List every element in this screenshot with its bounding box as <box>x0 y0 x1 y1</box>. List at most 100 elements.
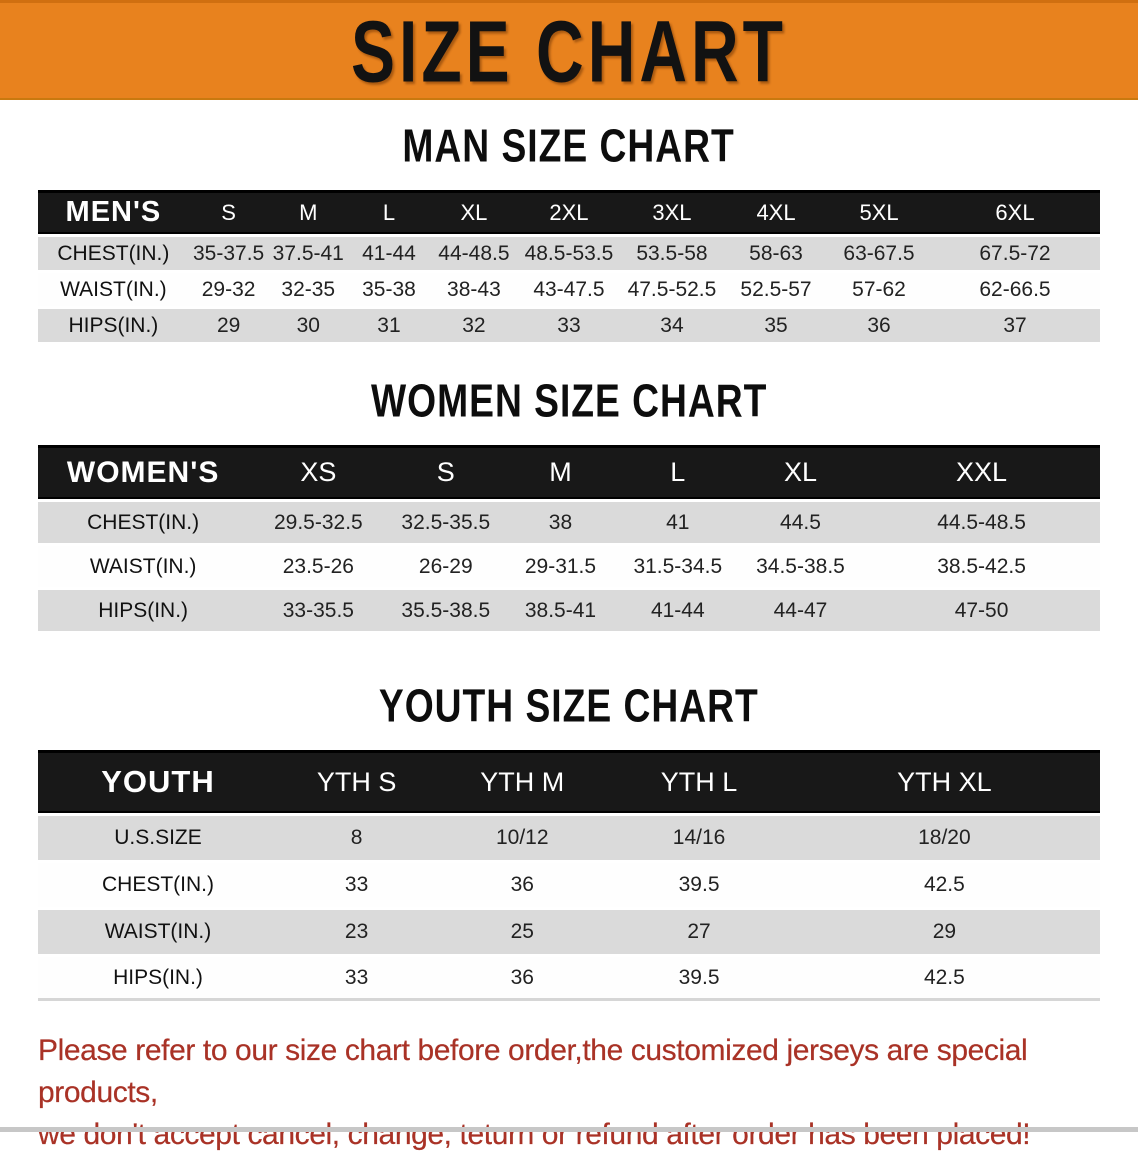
men-col-6xl: 6XL <box>929 190 1100 234</box>
women-chest-in-m: 38 <box>503 502 618 543</box>
youth-row-hips-in: HIPS(IN.) 33 36 39.5 42.5 <box>38 957 1100 1001</box>
women-row-waist-in: WAIST(IN.) 23.5-26 26-29 29-31.5 31.5-34.5 34… <box>38 546 1100 587</box>
men-waist-in-2xl: 43-47.5 <box>517 273 620 306</box>
women-hips-in-s: 35.5-38.5 <box>388 590 504 631</box>
women-col-xs: XS <box>248 445 389 499</box>
men-chest-in-6xl: 67.5-72 <box>929 237 1100 270</box>
men-col-l: L <box>348 190 430 234</box>
youth-header-row: YOUTH YTH S YTH M YTH L YTH XL <box>38 750 1100 813</box>
size-chart-banner: SIZE CHART <box>0 0 1138 100</box>
youth-chest-in-yth-m: 36 <box>435 863 610 907</box>
youth-col-yth-s: YTH S <box>278 750 436 813</box>
youth-row-waist-in: WAIST(IN.) 23 25 27 29 <box>38 910 1100 954</box>
men-chest-in-l: 41-44 <box>348 237 430 270</box>
men-waist-in-l: 35-38 <box>348 273 430 306</box>
men-col-m: M <box>268 190 349 234</box>
men-size-table: MEN'S S M L XL 2XL 3XL 4XL 5XL 6XL CHEST(IN.) 35-37… <box>38 187 1100 345</box>
youth-col-yth-xl: YTH XL <box>788 750 1100 813</box>
women-row-label-waist-in: WAIST(IN.) <box>38 546 249 587</box>
man-section-title-text: MAN SIZE CHART <box>402 121 736 173</box>
men-chest-in-2xl: 48.5-53.5 <box>517 237 620 270</box>
women-waist-in-xs: 23.5-26 <box>248 546 389 587</box>
disclaimer-line-1: Please refer to our size chart before or… <box>38 1034 1028 1109</box>
women-hips-in-m: 38.5-41 <box>503 590 618 631</box>
youth-hips-in-yth-m: 36 <box>435 957 610 1001</box>
men-hips-in-5xl: 36 <box>828 309 930 342</box>
youth-waist-in-yth-xl: 29 <box>788 910 1100 954</box>
men-waist-in-5xl: 57-62 <box>828 273 930 306</box>
women-chest-in-xs: 29.5-32.5 <box>248 502 389 543</box>
women-chest-in-xxl: 44.5-48.5 <box>863 502 1100 543</box>
men-chest-in-m: 37.5-41 <box>268 237 349 270</box>
youth-col-yth-l: YTH L <box>609 750 789 813</box>
men-waist-in-6xl: 62-66.5 <box>929 273 1100 306</box>
youth-waist-in-yth-l: 27 <box>609 910 789 954</box>
youth-row-label-hips-in: HIPS(IN.) <box>38 957 278 1001</box>
women-header-row: WOMEN'S XS S M L XL XXL <box>38 445 1100 499</box>
women-row-hips-in: HIPS(IN.) 33-35.5 35.5-38.5 38.5-41 41-44 44-… <box>38 590 1100 631</box>
women-col-s: S <box>388 445 504 499</box>
women-col-xxl: XXL <box>863 445 1100 499</box>
youth-chest-in-yth-s: 33 <box>278 863 436 907</box>
women-hips-in-xl: 44-47 <box>737 590 864 631</box>
women-col-xl: XL <box>737 445 864 499</box>
youth-u-s-size-yth-s: 8 <box>278 816 436 860</box>
men-hips-in-6xl: 37 <box>929 309 1100 342</box>
youth-row-u-s-size: U.S.SIZE 8 10/12 14/16 18/20 <box>38 816 1100 860</box>
men-waist-in-3xl: 47.5-52.5 <box>619 273 724 306</box>
women-size-table: WOMEN'S XS S M L XL XXL CHEST(IN.) 29.5-32.5 32.5… <box>38 442 1100 634</box>
men-col-xl: XL <box>429 190 518 234</box>
men-waist-in-4xl: 52.5-57 <box>723 273 829 306</box>
women-col-l: L <box>617 445 738 499</box>
youth-hips-in-yth-xl: 42.5 <box>788 957 1100 1001</box>
youth-u-s-size-yth-l: 14/16 <box>609 816 789 860</box>
men-header-label: MEN'S <box>38 190 189 234</box>
men-chest-in-3xl: 53.5-58 <box>619 237 724 270</box>
men-hips-in-2xl: 33 <box>517 309 620 342</box>
youth-chest-in-yth-l: 39.5 <box>609 863 789 907</box>
women-row-label-hips-in: HIPS(IN.) <box>38 590 249 631</box>
men-col-4xl: 4XL <box>723 190 829 234</box>
youth-row-label-chest-in: CHEST(IN.) <box>38 863 278 907</box>
youth-row-chest-in: CHEST(IN.) 33 36 39.5 42.5 <box>38 863 1100 907</box>
women-row-label-chest-in: CHEST(IN.) <box>38 502 249 543</box>
men-hips-in-4xl: 35 <box>723 309 829 342</box>
women-size-table-container: WOMEN'S XS S M L XL XXL CHEST(IN.) 29.5-32.5 32.5… <box>0 442 1138 634</box>
youth-u-s-size-yth-m: 10/12 <box>435 816 610 860</box>
bottom-edge-strip <box>0 1127 1138 1132</box>
men-row-chest-in: CHEST(IN.) 35-37.5 37.5-41 41-44 44-48.5 48.5… <box>38 237 1100 270</box>
men-chest-in-4xl: 58-63 <box>723 237 829 270</box>
youth-row-label-waist-in: WAIST(IN.) <box>38 910 278 954</box>
women-waist-in-xxl: 38.5-42.5 <box>863 546 1100 587</box>
men-chest-in-s: 35-37.5 <box>188 237 269 270</box>
youth-hips-in-yth-l: 39.5 <box>609 957 789 1001</box>
youth-section-title: YOUTH SIZE CHART <box>0 681 1138 732</box>
men-row-label-hips-in: HIPS(IN.) <box>38 309 189 342</box>
men-hips-in-xl: 32 <box>429 309 518 342</box>
men-row-label-waist-in: WAIST(IN.) <box>38 273 189 306</box>
youth-size-table-container: YOUTH YTH S YTH M YTH L YTH XL U.S.SIZE 8 10/12… <box>0 747 1138 1004</box>
youth-col-yth-m: YTH M <box>435 750 610 813</box>
disclaimer-note: Please refer to our size chart before or… <box>38 1030 1138 1156</box>
men-waist-in-s: 29-32 <box>188 273 269 306</box>
women-section-title: WOMEN SIZE CHART <box>0 376 1138 427</box>
youth-waist-in-yth-m: 25 <box>435 910 610 954</box>
men-waist-in-m: 32-35 <box>268 273 349 306</box>
man-size-table-container: MEN'S S M L XL 2XL 3XL 4XL 5XL 6XL CHEST(IN.) 35-37… <box>0 187 1138 345</box>
men-hips-in-l: 31 <box>348 309 430 342</box>
women-chest-in-l: 41 <box>617 502 738 543</box>
men-chest-in-5xl: 63-67.5 <box>828 237 930 270</box>
women-section-title-text: WOMEN SIZE CHART <box>370 376 768 428</box>
men-col-3xl: 3XL <box>619 190 724 234</box>
women-col-m: M <box>503 445 618 499</box>
men-col-2xl: 2XL <box>517 190 620 234</box>
men-row-hips-in: HIPS(IN.) 29 30 31 32 33 34 35 36 37 <box>38 309 1100 342</box>
women-waist-in-m: 29-31.5 <box>503 546 618 587</box>
men-row-waist-in: WAIST(IN.) 29-32 32-35 35-38 38-43 43-47.5 47.… <box>38 273 1100 306</box>
youth-hips-in-yth-s: 33 <box>278 957 436 1001</box>
youth-size-table: YOUTH YTH S YTH M YTH L YTH XL U.S.SIZE 8 10/12… <box>38 747 1100 1004</box>
women-hips-in-l: 41-44 <box>617 590 738 631</box>
banner-title: SIZE CHART <box>351 1 787 100</box>
women-chest-in-xl: 44.5 <box>737 502 864 543</box>
men-header-row: MEN'S S M L XL 2XL 3XL 4XL 5XL 6XL <box>38 190 1100 234</box>
